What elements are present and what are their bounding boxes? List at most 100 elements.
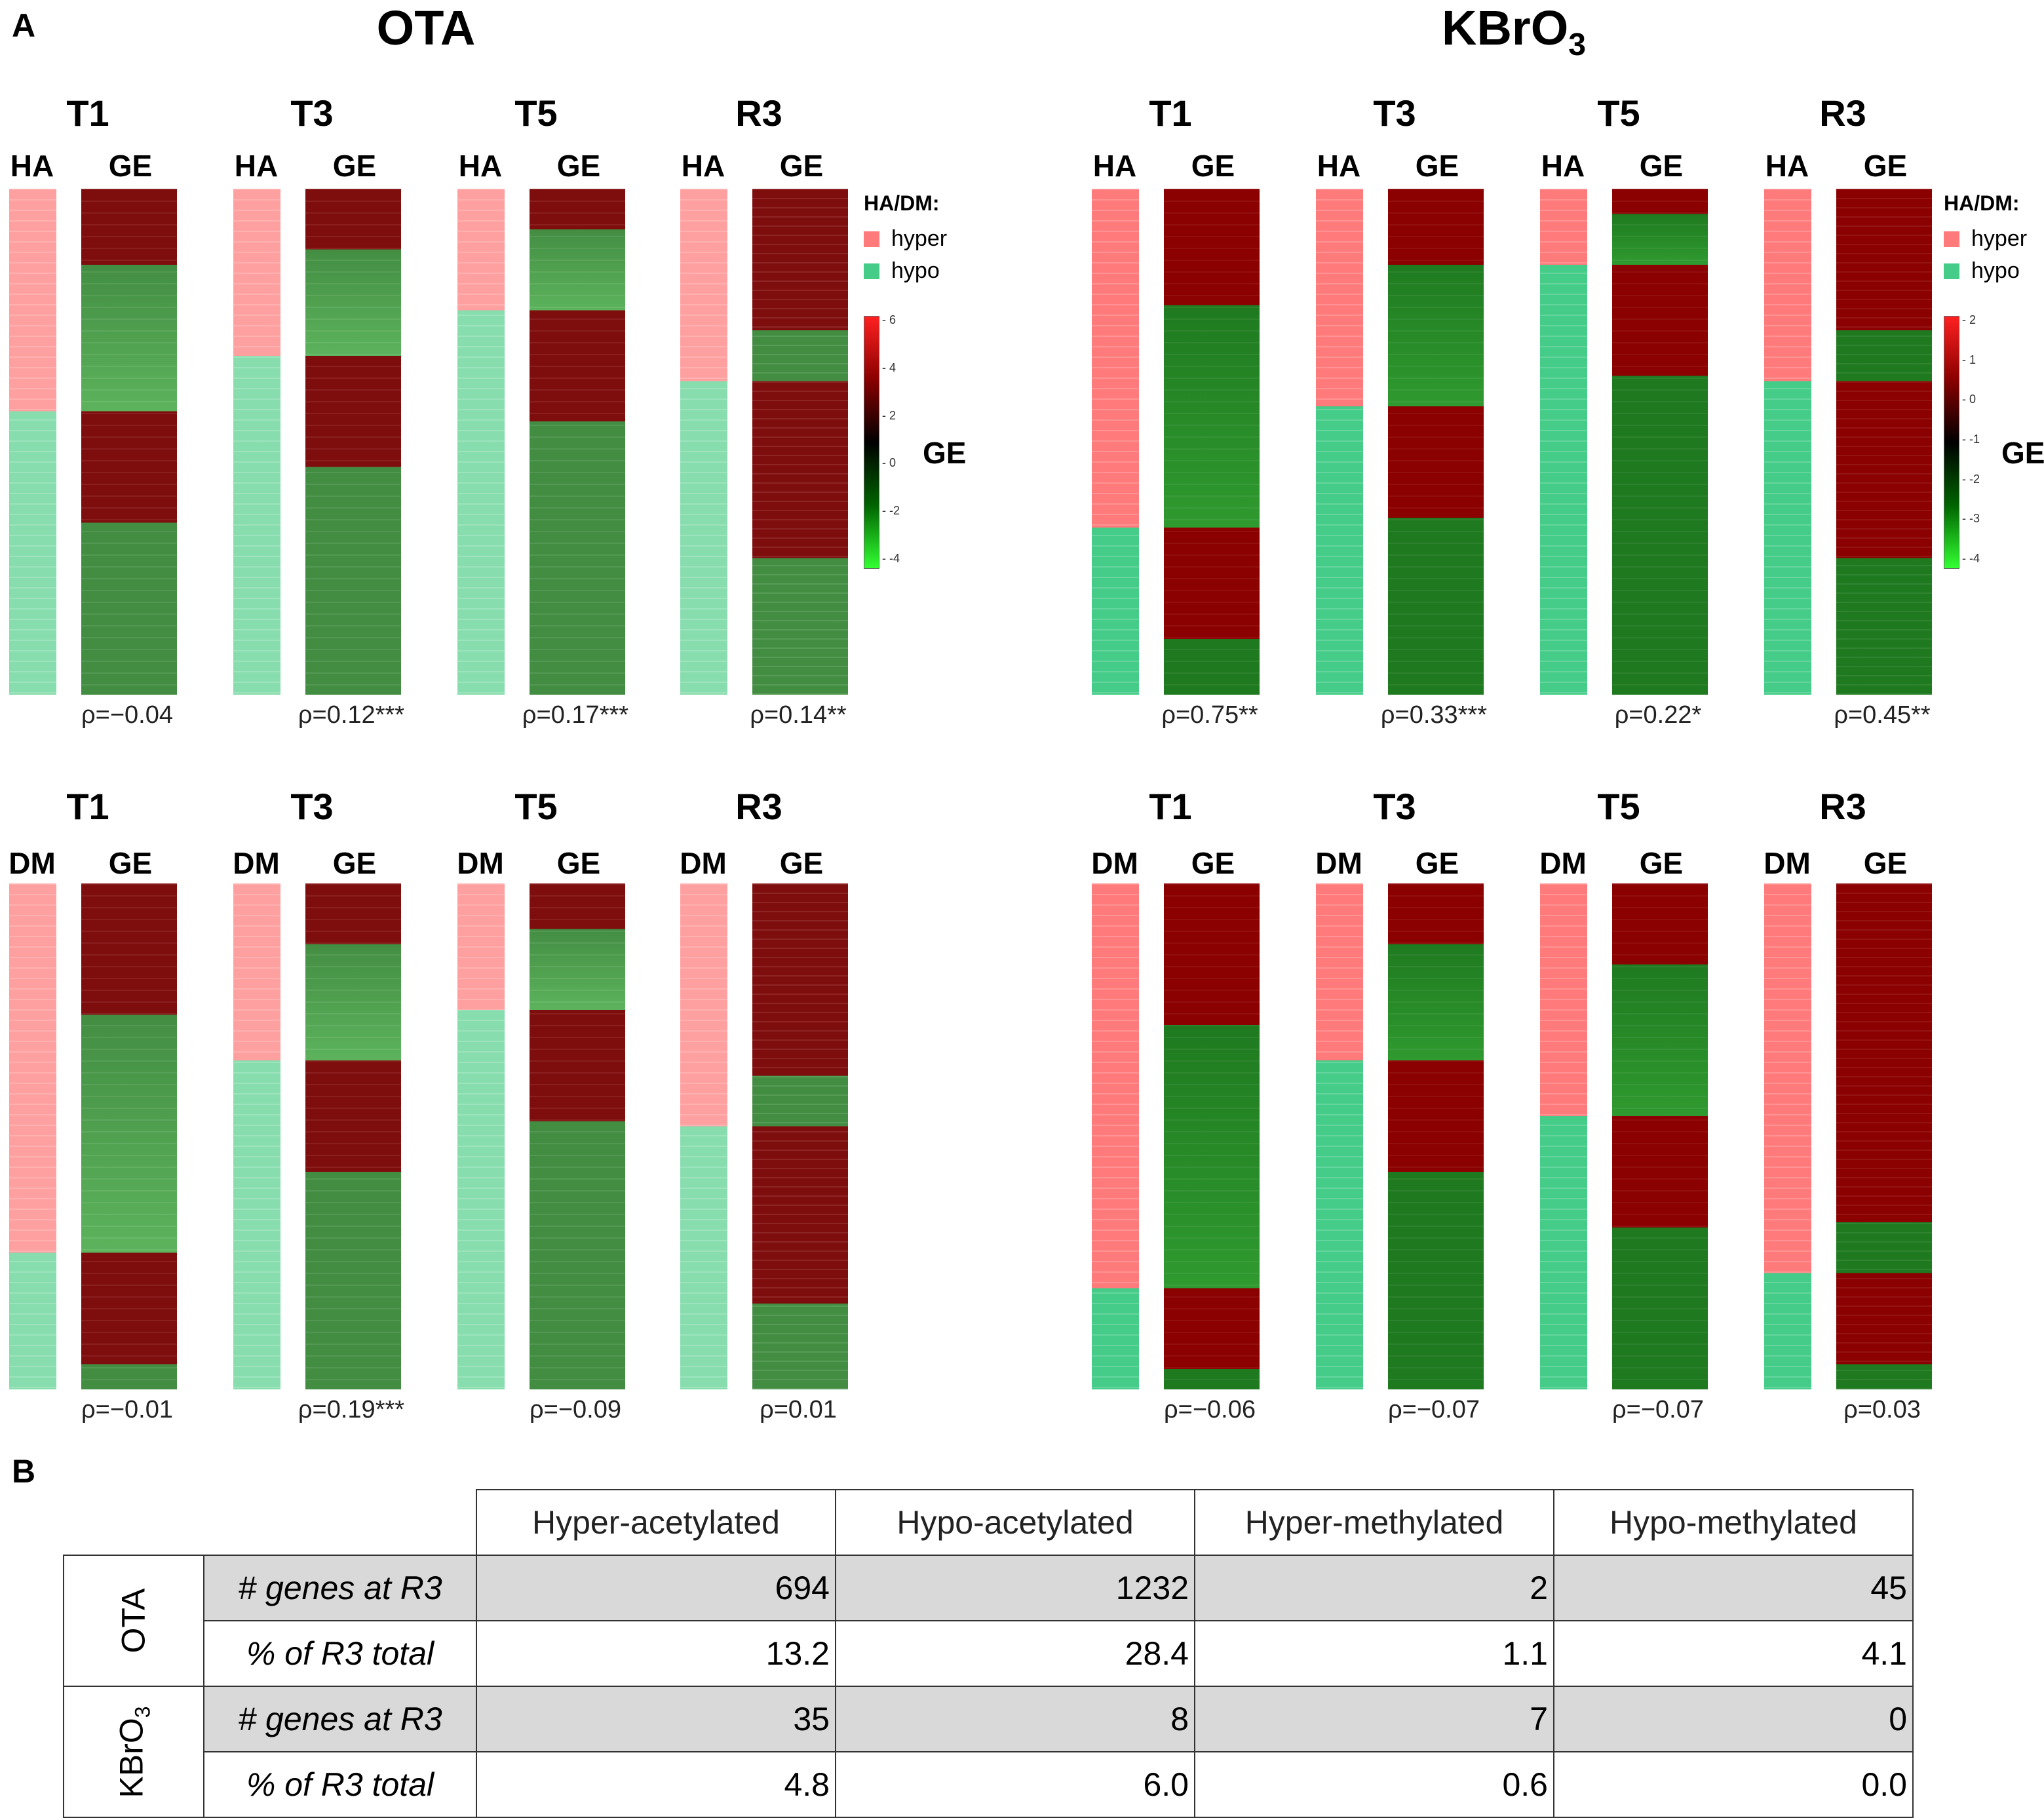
status-column-label: DM (1764, 846, 1811, 880)
legend-hyper-label: hyper (891, 226, 948, 251)
ge-heatmap-bar (81, 883, 177, 1389)
correlation-label: ρ=−0.06 (1164, 1396, 1256, 1423)
table-cell: 1232 (835, 1555, 1195, 1621)
ge-heatmap-bar (81, 189, 177, 695)
table-cell: 2 (1194, 1555, 1554, 1621)
correlation-label: ρ=0.03 (1843, 1396, 1921, 1423)
status-heatmap-bar (1316, 189, 1363, 695)
timepoint-label: T5 (1597, 786, 1640, 827)
ge-heatmap-bar (752, 883, 848, 1389)
ge-column-label: GE (779, 149, 824, 183)
ge-heatmap-bar (1164, 189, 1260, 695)
ota-legend: HA/DM: hyper hypo (864, 191, 947, 284)
legend-title: HA/DM: (1944, 191, 2020, 215)
ota-colorbar-label: GE (923, 436, 967, 470)
correlation-label: ρ=−0.01 (81, 1396, 173, 1423)
correlation-label: ρ=−0.07 (1388, 1396, 1480, 1423)
correlation-label: ρ=0.14** (750, 701, 847, 729)
colorbar-tick-label: - 0 (882, 456, 897, 470)
timepoint-label: T5 (514, 786, 558, 827)
status-column-label: HA (458, 149, 503, 183)
colorbar-tick-label: - 2 (882, 408, 897, 422)
colorbar-tick-label: - 2 (1962, 313, 1977, 326)
hyper-swatch (1944, 231, 1959, 247)
hypo-swatch (864, 263, 879, 279)
ge-column-label: GE (1863, 149, 1908, 183)
table-cell: 1.1 (1194, 1620, 1554, 1687)
row-label: % of R3 total (203, 1620, 477, 1687)
kbro3-legend: HA/DM: hyper hypo (1944, 191, 2027, 284)
correlation-label: ρ=0.75** (1161, 701, 1258, 729)
r3-gene-table: Hyper-acetylated Hypo-acetylated Hyper-m… (63, 1489, 1914, 1818)
table-corner (204, 1490, 476, 1555)
hypo-swatch (1944, 263, 1959, 279)
ge-column-label: GE (1415, 149, 1459, 183)
ge-column-label: GE (332, 846, 377, 880)
ge-heatmap-bar (752, 189, 848, 695)
status-column-label: DM (1539, 846, 1587, 880)
ota-title: OTA (376, 1, 476, 55)
table-header-cell: Hypo-methylated (1553, 1489, 1914, 1556)
table-cell: 13.2 (476, 1620, 836, 1687)
timepoint-label: T3 (1373, 786, 1416, 827)
panel-b-label: B (12, 1453, 36, 1490)
table-row: OTA # genes at R3 694 1232 2 45 (63, 1555, 1914, 1687)
ge-column-label: GE (1863, 846, 1908, 880)
row-label: # genes at R3 (203, 1686, 477, 1752)
correlation-label: ρ=0.12*** (298, 701, 405, 729)
table-cell: 35 (476, 1686, 836, 1752)
table-cell: 8 (835, 1686, 1195, 1752)
legend-hypo: hypo (1944, 258, 2027, 284)
legend-hypo-label: hypo (891, 258, 940, 283)
correlation-label: ρ=−0.07 (1612, 1396, 1704, 1423)
table-cell: 45 (1553, 1555, 1914, 1621)
status-column-label: DM (1315, 846, 1362, 880)
table-cell: 7 (1194, 1686, 1554, 1752)
colorbar-tick-label: - 4 (882, 360, 897, 374)
table-corner (64, 1490, 204, 1555)
ge-column-label: GE (1639, 846, 1684, 880)
group-label-kbro3: KBrO3 (63, 1686, 204, 1818)
ge-column-label: GE (556, 149, 601, 183)
ge-column-label: GE (108, 846, 153, 880)
legend-title: HA/DM: (864, 191, 940, 215)
row-label: # genes at R3 (203, 1555, 477, 1621)
status-heatmap-bar (9, 189, 56, 695)
legend-hyper-label: hyper (1971, 226, 2028, 251)
ge-heatmap-bar (1164, 883, 1260, 1389)
ge-heatmap-bar (530, 883, 625, 1389)
row-label: % of R3 total (203, 1751, 477, 1818)
ge-heatmap-bar (1836, 189, 1932, 695)
status-heatmap-bar (1092, 883, 1139, 1389)
status-heatmap-bar (457, 883, 505, 1389)
timepoint-label: R3 (1819, 92, 1866, 134)
colorbar-tick-label: - -3 (1962, 512, 1980, 526)
ge-column-label: GE (332, 149, 377, 183)
ge-column-label: GE (1191, 149, 1235, 183)
table-cell: 4.1 (1553, 1620, 1914, 1687)
timepoint-label: R3 (735, 92, 782, 134)
ge-heatmap-bar (1836, 883, 1932, 1389)
table-cell: 28.4 (835, 1620, 1195, 1687)
timepoint-label: T5 (514, 92, 558, 134)
status-heatmap-bar (233, 883, 280, 1389)
table-row: % of R3 total 4.8 6.0 0.6 0.0 (64, 1751, 1914, 1818)
correlation-label: ρ=0.33*** (1380, 701, 1488, 729)
status-heatmap-bar (457, 189, 505, 695)
ge-column-label: GE (1191, 846, 1235, 880)
legend-hypo: hypo (864, 258, 947, 284)
ge-heatmap-bar (1612, 189, 1708, 695)
timepoint-label: T3 (290, 92, 334, 134)
table-header-cell: Hyper-acetylated (476, 1489, 836, 1556)
status-heatmap-bar (1540, 883, 1587, 1389)
timepoint-label: T3 (290, 786, 334, 827)
timepoint-label: T1 (66, 92, 109, 134)
status-heatmap-bar (1092, 189, 1139, 695)
table-header-cell: Hyper-methylated (1194, 1489, 1554, 1556)
kbro3-title: KBrO3 (1442, 1, 1586, 62)
timepoint-label: T3 (1373, 92, 1416, 134)
status-column-label: HA (1765, 149, 1809, 183)
ge-column-label: GE (1415, 846, 1459, 880)
legend-hyper: hyper (1944, 226, 2027, 252)
group-label-ota: OTA (63, 1555, 204, 1687)
